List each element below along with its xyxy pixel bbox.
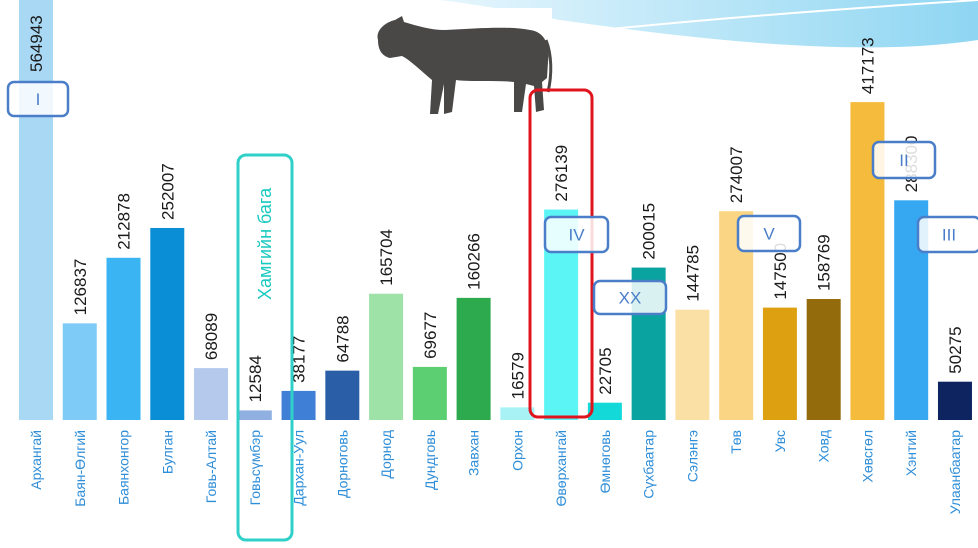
value-label: 16579	[508, 352, 527, 399]
bar	[762, 307, 797, 420]
category-label: Өвөрхангай	[553, 430, 569, 507]
value-label: 165704	[377, 229, 396, 286]
value-label: 22705	[596, 347, 615, 394]
category-label: Увс	[772, 430, 788, 452]
category-label: Орхон	[509, 430, 525, 471]
value-label: 417173	[858, 37, 877, 94]
value-label: 158769	[815, 234, 834, 291]
value-label: 252007	[158, 163, 177, 220]
annotation-box	[736, 214, 802, 253]
bar	[369, 293, 404, 420]
annotation-box	[916, 215, 978, 254]
value-label: 50275	[946, 326, 965, 373]
category-label: Төв	[728, 430, 744, 454]
annotation-box	[6, 80, 70, 118]
category-label: Баян-Өлгий	[72, 430, 88, 507]
annotation-label: IV	[568, 226, 585, 245]
bar	[325, 370, 360, 420]
value-label: 38177	[290, 336, 309, 383]
value-label: 126837	[71, 259, 90, 316]
annotation-box	[543, 215, 610, 254]
note-text: Хамгийн бага	[255, 187, 275, 300]
category-label: Дундговь	[422, 430, 438, 490]
category-label: Говьсүмбэр	[247, 430, 263, 506]
value-label: 200015	[640, 203, 659, 260]
category-label: Хөвсгөл	[859, 430, 875, 482]
category-label: Говь-Алтай	[203, 430, 219, 503]
category-label: Хэнтий	[903, 430, 919, 476]
bar	[587, 402, 622, 420]
value-label: 160266	[465, 233, 484, 290]
value-label: 564943	[27, 15, 46, 72]
value-label: 64788	[333, 315, 352, 362]
category-label: Дорнод	[378, 430, 394, 479]
note-box	[236, 153, 294, 542]
bar	[62, 323, 97, 420]
category-label: Булган	[159, 430, 175, 474]
category-label: Дархан-Уул	[291, 430, 307, 506]
category-label: Ховд	[816, 430, 832, 462]
decoration	[440, 0, 978, 48]
value-label: 212878	[115, 193, 134, 250]
bar	[412, 366, 447, 420]
cow-tail	[544, 39, 553, 93]
bar	[806, 299, 841, 420]
bar	[675, 309, 710, 420]
bar	[456, 297, 491, 420]
category-label: Архангай	[28, 430, 44, 490]
annotation-label: I	[36, 90, 41, 109]
value-label: 144785	[683, 245, 702, 302]
category-label: Баянхонгор	[116, 430, 132, 505]
category-label: Улаанбаатар	[947, 430, 963, 514]
cow-icon	[377, 16, 549, 114]
annotation-label: III	[942, 226, 956, 245]
category-label: Сүхбаатар	[641, 430, 657, 499]
bar	[194, 368, 229, 420]
category-label: Сэлэнгэ	[684, 430, 700, 482]
value-label: 69677	[421, 312, 440, 359]
value-label: 147500	[771, 243, 790, 300]
category-label: Өмнөговь	[597, 430, 613, 493]
value-label: 274007	[727, 146, 746, 203]
category-label: Дорноговь	[334, 430, 350, 498]
bar	[500, 407, 535, 420]
decoration-line	[599, 0, 978, 31]
annotation-label: XX	[619, 289, 642, 308]
bar	[106, 257, 141, 420]
value-label: 276139	[552, 145, 571, 202]
bar	[281, 390, 316, 420]
annotation-box	[871, 140, 937, 180]
highlight-box	[528, 88, 594, 419]
value-label: 12584	[246, 355, 265, 402]
category-label: Завхан	[466, 430, 482, 476]
bar	[237, 410, 272, 420]
annotation-box	[592, 279, 668, 316]
bar	[937, 381, 972, 420]
annotation-label: II	[899, 151, 908, 170]
bar	[19, 0, 53, 421]
annotation-label: V	[763, 225, 775, 244]
value-label: 68089	[202, 313, 221, 360]
bar	[150, 227, 185, 420]
